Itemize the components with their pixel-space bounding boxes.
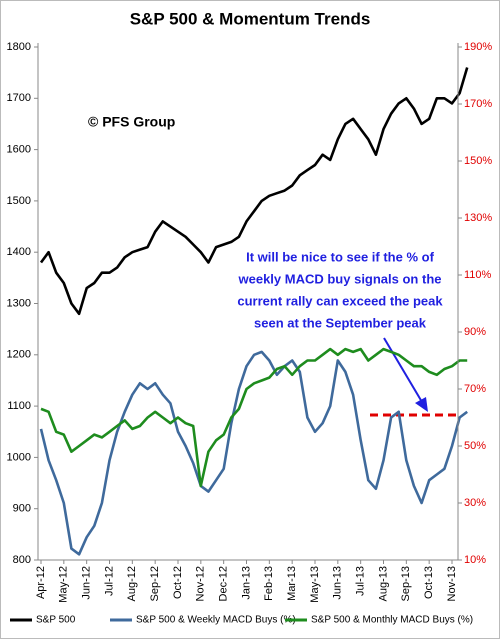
x-tick-label: Aug-12: [126, 566, 138, 601]
y2-tick-label: 10%: [464, 554, 486, 566]
annotation-line: It will be nice to see if the % of: [246, 249, 434, 264]
y-tick-label: 1500: [7, 195, 31, 207]
annotation-box: [222, 246, 458, 334]
arrow-shaft: [383, 337, 423, 403]
series-line: [40, 347, 468, 488]
y2-tick-label: 70%: [464, 383, 486, 395]
y2-tick-label: 90%: [464, 326, 486, 338]
series-line: [39, 67, 469, 316]
legend-label: S&P 500 & Weekly MACD Buys (%): [136, 615, 296, 626]
x-tick-label: Sep-13: [400, 566, 412, 601]
legend-label: S&P 500: [36, 615, 76, 626]
y-tick-label: 1000: [7, 451, 31, 463]
y-tick-label: 1700: [7, 92, 31, 104]
series-line: [39, 350, 468, 556]
y2-tick-label: 50%: [464, 440, 486, 452]
x-tick-label: Feb-13: [263, 566, 275, 601]
x-tick-label: Jun-13: [332, 566, 344, 600]
y-tick-label: 1200: [7, 349, 31, 361]
legend-label: S&P 500 & Monthly MACD Buys (%): [311, 615, 473, 626]
y-tick-label: 1400: [7, 246, 31, 258]
y2-tick-label: 110%: [464, 269, 492, 281]
y-tick-label: 900: [13, 503, 31, 515]
y-tick-label: 1100: [7, 400, 31, 412]
chart-title: S&P 500 & Momentum Trends: [130, 9, 371, 28]
x-tick-label: Dec-12: [218, 566, 230, 601]
x-tick-label: May-12: [58, 566, 70, 603]
x-tick-label: Apr-12: [35, 566, 47, 599]
y-tick-label: 1300: [7, 297, 31, 309]
annotation: It will be nice to see if the % of weekly…: [237, 249, 443, 330]
arrow-head: [415, 397, 428, 412]
x-tick-label: Jul-13: [355, 566, 367, 596]
y2-tick-label: 30%: [464, 497, 486, 509]
plot-area: [39, 67, 469, 556]
y-tick-label: 1800: [7, 41, 31, 53]
annotation-line: seen at the September peak: [254, 315, 427, 330]
y-tick-label: 1600: [7, 144, 31, 156]
y2-tick-label: 190%: [464, 41, 492, 53]
x-tick-label: May-13: [309, 566, 321, 603]
annotation-line: current rally can exceed the peak: [237, 293, 443, 308]
y2-tick-label: 130%: [464, 212, 492, 224]
x-tick-label: Oct-13: [423, 566, 435, 599]
y2-tick-label: 150%: [464, 155, 492, 167]
x-tick-label: Jul-12: [103, 566, 115, 596]
y2-tick-label: 170%: [464, 98, 492, 110]
x-tick-label: Nov-12: [195, 566, 207, 601]
x-tick-label: Nov-13: [446, 566, 458, 601]
x-tick-label: Jun-12: [81, 566, 93, 600]
x-tick-label: Aug-13: [377, 566, 389, 601]
copyright: © PFS Group: [88, 114, 175, 130]
x-tick-label: Oct-12: [172, 566, 184, 599]
x-tick-label: Mar-13: [286, 566, 298, 601]
x-tick-label: Jan-13: [240, 566, 252, 600]
annotation-line: weekly MACD buy signals on the: [238, 271, 442, 286]
y-tick-label: 800: [13, 554, 31, 566]
x-tick-label: Sep-12: [149, 566, 161, 601]
